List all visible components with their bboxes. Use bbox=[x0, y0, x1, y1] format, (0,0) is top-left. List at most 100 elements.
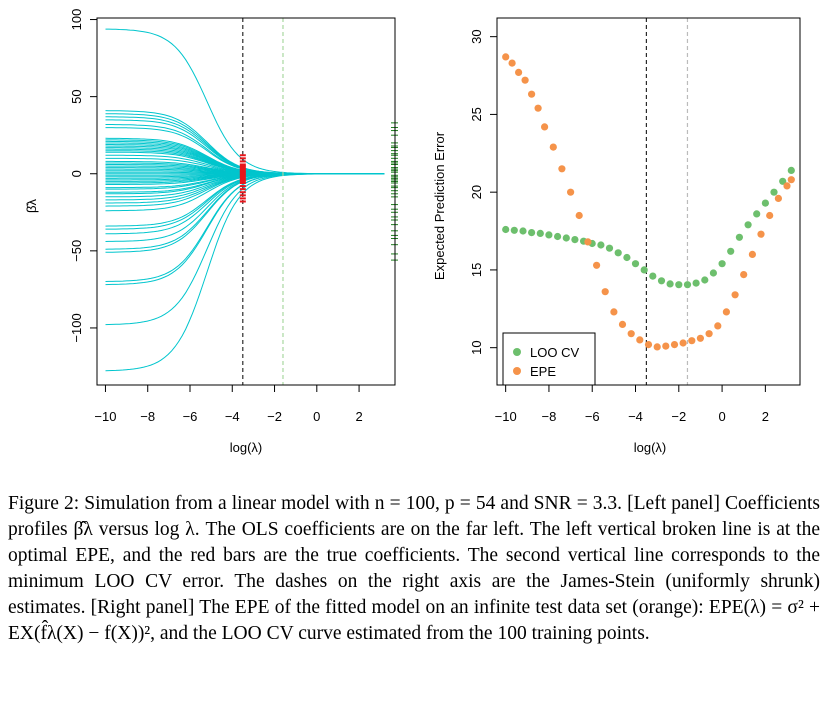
x-tick-label: −2 bbox=[267, 409, 282, 424]
caption-line-3: far left. The left vertical broken line … bbox=[8, 519, 821, 566]
loo-cv-point bbox=[623, 253, 631, 262]
caption-label: Figure 2: bbox=[8, 493, 80, 514]
epe-point bbox=[653, 343, 661, 351]
loo-cv-point bbox=[545, 231, 553, 239]
x-tick-label: −10 bbox=[94, 409, 116, 424]
right-y-axis: 10 15 20 25 30 bbox=[469, 29, 497, 355]
epe-point bbox=[766, 211, 774, 220]
legend-marker-epe bbox=[513, 367, 521, 375]
right-data-points bbox=[502, 53, 795, 351]
loo-cv-point bbox=[770, 188, 778, 196]
loo-cv-point bbox=[536, 229, 544, 237]
legend-box bbox=[502, 332, 596, 386]
right-y-axis-label: Expected Prediction Error bbox=[432, 131, 447, 280]
loo-cv-point bbox=[510, 226, 518, 234]
left-reference-lines bbox=[242, 18, 284, 385]
y-tick-label: 30 bbox=[469, 29, 484, 43]
left-x-axis: −10 −8 −6 −4 −2 0 2 bbox=[94, 384, 363, 424]
loo-cv-point bbox=[683, 281, 692, 289]
epe-point bbox=[508, 59, 516, 67]
epe-point bbox=[740, 271, 748, 279]
x-tick-label: −2 bbox=[671, 409, 686, 424]
epe-point bbox=[714, 322, 722, 330]
loo-cv-point bbox=[701, 276, 709, 284]
loo-cv-point bbox=[753, 210, 761, 218]
loo-cv-point bbox=[571, 236, 579, 244]
loo-cv-point bbox=[640, 266, 648, 274]
epe-point bbox=[610, 308, 618, 316]
figure-caption: Figure 2: Simulation from a linear model… bbox=[8, 491, 820, 647]
x-tick-label: −8 bbox=[140, 409, 155, 424]
x-tick-label: 2 bbox=[355, 409, 362, 424]
epe-point bbox=[679, 339, 687, 347]
caption-line-5: LOO CV error. The dashes on the right ax… bbox=[94, 571, 750, 592]
epe-point bbox=[636, 336, 644, 344]
caption-line-2: [Left panel] Coefficients profiles β̂λ v… bbox=[8, 493, 820, 540]
caption-line-8: curve estimated from the 100 training po… bbox=[298, 623, 650, 644]
loo-cv-point bbox=[562, 234, 570, 242]
epe-point bbox=[549, 143, 557, 151]
loo-cv-point bbox=[761, 199, 770, 207]
epe-point bbox=[662, 342, 670, 350]
caption-line-1: Simulation from a linear model with n = … bbox=[84, 493, 623, 514]
epe-point bbox=[627, 330, 635, 338]
epe-point bbox=[534, 104, 542, 112]
epe-point bbox=[584, 238, 592, 246]
coefficient-path bbox=[105, 173, 385, 372]
epe-point bbox=[644, 341, 653, 349]
left-y-axis: −100 −50 0 50 100 bbox=[69, 9, 97, 343]
epe-point bbox=[774, 194, 783, 202]
epe-point bbox=[515, 68, 523, 76]
coefficient-path bbox=[105, 173, 385, 286]
loo-cv-point bbox=[666, 280, 674, 288]
legend-marker-loo bbox=[513, 348, 521, 356]
epe-point bbox=[670, 341, 679, 349]
legend-label-loo: LOO CV bbox=[530, 345, 579, 360]
right-panel: −10 −8 −6 −4 −2 0 2 10 15 20 25 30 log(λ) Expected… bbox=[432, 17, 801, 455]
epe-point bbox=[528, 90, 536, 98]
loo-cv-point bbox=[631, 260, 640, 268]
x-tick-label: −4 bbox=[628, 409, 643, 424]
loo-cv-point bbox=[597, 241, 605, 249]
epe-point bbox=[601, 288, 609, 296]
coefficient-path bbox=[105, 173, 385, 250]
epe-point bbox=[783, 182, 791, 190]
x-tick-label: −10 bbox=[495, 409, 517, 424]
loo-cv-point bbox=[692, 279, 700, 287]
legend: LOO CV EPE bbox=[502, 332, 596, 386]
left-x-axis-label: log(λ) bbox=[230, 440, 263, 455]
loo-cv-point bbox=[779, 177, 787, 185]
epe-point bbox=[705, 330, 713, 338]
left-panel: −10 −8 −6 −4 −2 0 2 −100 −50 0 50 100 log(λ) β̂λ bbox=[24, 9, 398, 455]
right-plot-frame bbox=[496, 17, 801, 386]
epe-point bbox=[722, 308, 731, 316]
true-coefficient-marks bbox=[239, 154, 246, 203]
right-x-axis-label: log(λ) bbox=[634, 440, 667, 455]
epe-point bbox=[558, 165, 566, 173]
epe-point bbox=[618, 320, 627, 328]
epe-point bbox=[502, 53, 510, 61]
x-tick-label: −8 bbox=[542, 409, 557, 424]
loo-cv-point bbox=[649, 272, 657, 280]
y-tick-label: −100 bbox=[69, 313, 84, 342]
caption-text: Figure 2: Simulation from a linear model… bbox=[8, 491, 820, 647]
loo-cv-point bbox=[519, 227, 527, 235]
loo-cv-point bbox=[528, 229, 536, 237]
loo-cv-point bbox=[675, 281, 683, 289]
y-tick-label: 50 bbox=[69, 89, 84, 103]
epe-point bbox=[688, 337, 696, 345]
loo-cv-point bbox=[614, 249, 622, 257]
y-tick-label: 20 bbox=[469, 185, 484, 199]
y-tick-label: 15 bbox=[469, 263, 484, 277]
loo-cv-point bbox=[787, 166, 795, 174]
epe-point bbox=[593, 261, 601, 269]
y-tick-label: 0 bbox=[69, 170, 84, 177]
epe-point bbox=[757, 230, 765, 238]
epe-point bbox=[567, 188, 575, 196]
loo-cv-point bbox=[657, 277, 666, 285]
epe-point bbox=[541, 123, 549, 131]
epe-point bbox=[521, 76, 529, 84]
right-x-axis: −10 −8 −6 −4 −2 0 2 bbox=[495, 384, 769, 424]
loo-cv-point bbox=[554, 232, 562, 241]
